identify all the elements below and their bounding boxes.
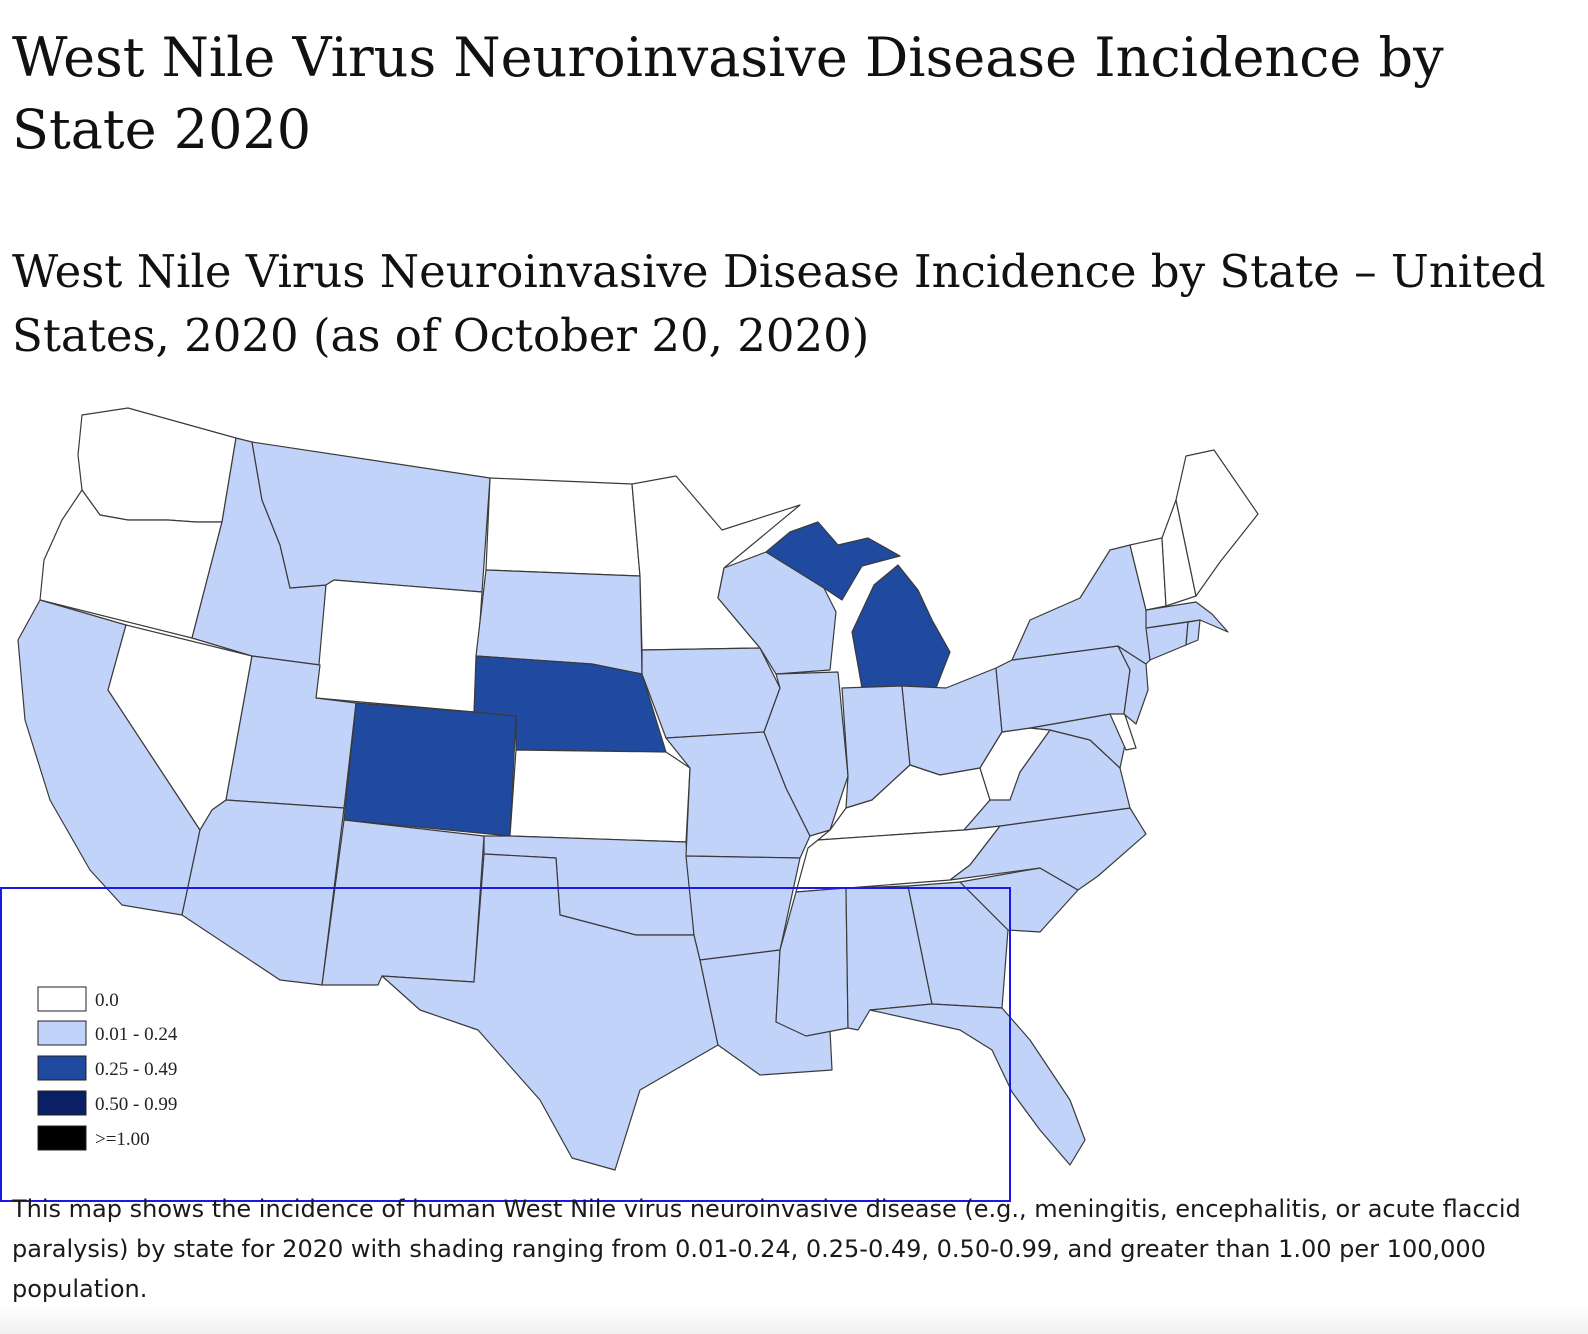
state-ga xyxy=(907,881,1009,1009)
state-ma xyxy=(1145,601,1229,633)
legend-label: >=1.00 xyxy=(95,1129,150,1150)
legend-item: >=1.00 xyxy=(37,1125,150,1151)
state-ct xyxy=(1145,621,1189,661)
state-az xyxy=(181,799,345,986)
legend-label: 0.0 xyxy=(95,990,119,1011)
state-me xyxy=(1175,449,1259,597)
state-ri xyxy=(1185,619,1201,646)
state-ia xyxy=(641,647,781,739)
state-wy xyxy=(315,579,483,713)
legend-label: 0.01 - 0.24 xyxy=(95,1024,178,1045)
state-mi-upper xyxy=(765,521,901,601)
state-tx xyxy=(381,853,719,1171)
state-ny xyxy=(1011,544,1151,665)
state-fl xyxy=(869,1003,1086,1166)
bottom-fade xyxy=(0,1304,1588,1334)
legend-item: 0.25 - 0.49 xyxy=(37,1055,177,1081)
page-title: West Nile Virus Neuroinvasive Disease In… xyxy=(12,26,1444,161)
state-nm xyxy=(321,819,485,986)
map-caption: This map shows the incidence of human We… xyxy=(12,1195,1521,1303)
state-ks xyxy=(509,749,691,843)
legend-label: 0.25 - 0.49 xyxy=(95,1059,177,1080)
state-mt xyxy=(251,441,491,593)
state-nc xyxy=(949,807,1147,891)
legend-item: 0.50 - 0.99 xyxy=(37,1090,177,1116)
map-legend: 0.0 0.01 - 0.24 0.25 - 0.49 0.50 - 0.99 … xyxy=(37,986,178,1151)
states-layer xyxy=(17,407,1259,1171)
state-mi-lower xyxy=(851,564,951,689)
map-title: West Nile Virus Neuroinvasive Disease In… xyxy=(12,245,1546,362)
state-il xyxy=(763,671,849,837)
us-choropleth-map: 0.0 0.01 - 0.24 0.25 - 0.49 0.50 - 0.99 … xyxy=(17,407,1259,1171)
legend-label: 0.50 - 0.99 xyxy=(95,1094,177,1115)
legend-item: 0.0 xyxy=(37,986,119,1012)
state-co xyxy=(343,702,517,837)
state-wa xyxy=(77,407,237,523)
state-nd xyxy=(485,477,641,577)
legend-item: 0.01 - 0.24 xyxy=(37,1020,178,1046)
